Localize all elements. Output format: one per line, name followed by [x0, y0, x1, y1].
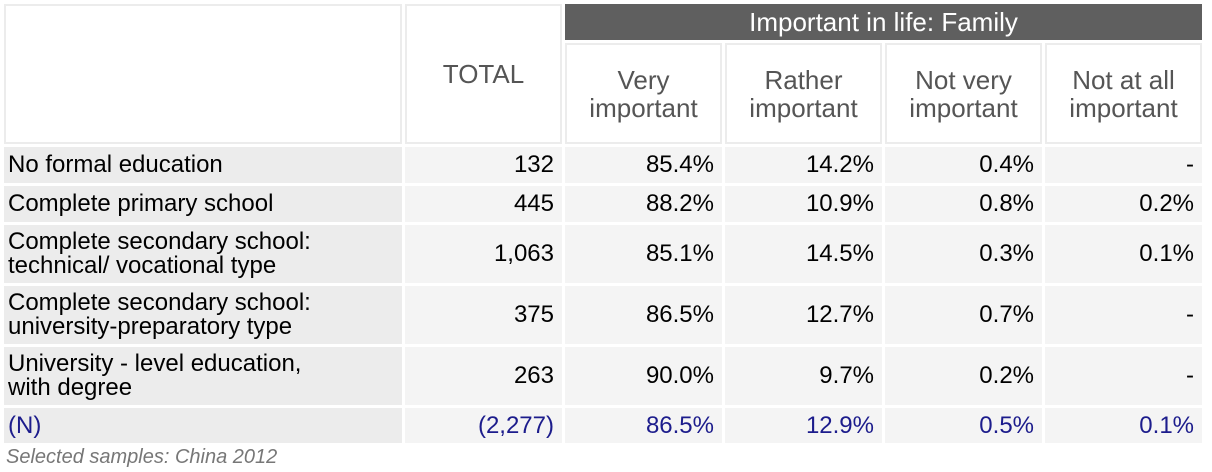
crosstab-table: TOTAL Important in life: Family Very imp… — [1, 1, 1205, 446]
header-line: important — [749, 92, 858, 123]
row-label-line: university-preparatory type — [8, 313, 293, 340]
total-row: (N) (2,277) 86.5% 12.9% 0.5% 0.1% — [4, 408, 1202, 443]
cell-total: 375 — [405, 286, 562, 344]
row-label: University - level education, with degre… — [4, 347, 402, 405]
cell-very-important: 85.4% — [565, 147, 722, 183]
table-row: No formal education 132 85.4% 14.2% 0.4%… — [4, 147, 1202, 183]
cell-rather-important: 14.2% — [725, 147, 882, 183]
row-label-line: technical/ vocational type — [8, 252, 277, 279]
cell-very-important: 85.1% — [565, 225, 722, 283]
cell-very-important: 86.5% — [565, 286, 722, 344]
header-row-sub: Very important Rather important Not very… — [4, 43, 1202, 144]
footnote: Selected samples: China 2012 — [6, 446, 278, 468]
total-cell-rather-important: 12.9% — [725, 408, 882, 443]
total-cell-not-very-important: 0.5% — [885, 408, 1042, 443]
cell-not-very-important: 0.2% — [885, 347, 1042, 405]
cell-not-very-important: 0.7% — [885, 286, 1042, 344]
header-group-title: Important in life: Family — [565, 4, 1202, 40]
header-very-important: Very important — [565, 43, 722, 144]
total-cell-very-important: 86.5% — [565, 408, 722, 443]
header-line: Not at all — [1072, 64, 1175, 95]
header-line: important — [589, 92, 698, 123]
cell-total: 263 — [405, 347, 562, 405]
cell-rather-important: 9.7% — [725, 347, 882, 405]
cell-rather-important: 12.7% — [725, 286, 882, 344]
total-cell-not-at-all-important: 0.1% — [1045, 408, 1202, 443]
header-row-group: TOTAL Important in life: Family — [4, 4, 1202, 144]
row-label: Complete primary school — [4, 186, 402, 222]
cell-not-very-important: 0.4% — [885, 147, 1042, 183]
header-line: Very — [617, 64, 670, 95]
table-row: Complete secondary school: university-pr… — [4, 286, 1202, 344]
row-label: Complete secondary school: university-pr… — [4, 286, 402, 344]
row-label-line: Complete secondary school: — [8, 228, 311, 255]
header-not-very-important: Not very important — [885, 43, 1042, 144]
cell-rather-important: 14.5% — [725, 225, 882, 283]
table-row: Complete secondary school: technical/ vo… — [4, 225, 1202, 283]
header-line: Not very — [915, 64, 1012, 95]
cell-not-at-all-important: - — [1045, 286, 1202, 344]
total-row-label: (N) — [4, 408, 402, 443]
cell-rather-important: 10.9% — [725, 186, 882, 222]
header-line: Rather — [764, 64, 843, 95]
cell-very-important: 90.0% — [565, 347, 722, 405]
cell-not-at-all-important: 0.1% — [1045, 225, 1202, 283]
cell-not-very-important: 0.3% — [885, 225, 1042, 283]
header-rather-important: Rather important — [725, 43, 882, 144]
table-row: University - level education, with degre… — [4, 347, 1202, 405]
cell-not-very-important: 0.8% — [885, 186, 1042, 222]
total-cell-total: (2,277) — [405, 408, 562, 443]
cell-total: 132 — [405, 147, 562, 183]
cell-not-at-all-important: - — [1045, 147, 1202, 183]
row-label: No formal education — [4, 147, 402, 183]
header-line: important — [909, 92, 1018, 123]
row-label-line: with degree — [8, 374, 133, 401]
cell-total: 445 — [405, 186, 562, 222]
cell-not-at-all-important: 0.2% — [1045, 186, 1202, 222]
header-total: TOTAL — [405, 4, 562, 144]
row-label-line: University - level education, — [8, 350, 302, 377]
table-row: Complete primary school 445 88.2% 10.9% … — [4, 186, 1202, 222]
row-label: Complete secondary school: technical/ vo… — [4, 225, 402, 283]
cell-not-at-all-important: - — [1045, 347, 1202, 405]
cell-total: 1,063 — [405, 225, 562, 283]
cell-very-important: 88.2% — [565, 186, 722, 222]
row-label-line: Complete secondary school: — [8, 289, 311, 316]
header-not-at-all-important: Not at all important — [1045, 43, 1202, 144]
header-line: important — [1069, 92, 1178, 123]
header-corner-blank — [4, 4, 402, 144]
